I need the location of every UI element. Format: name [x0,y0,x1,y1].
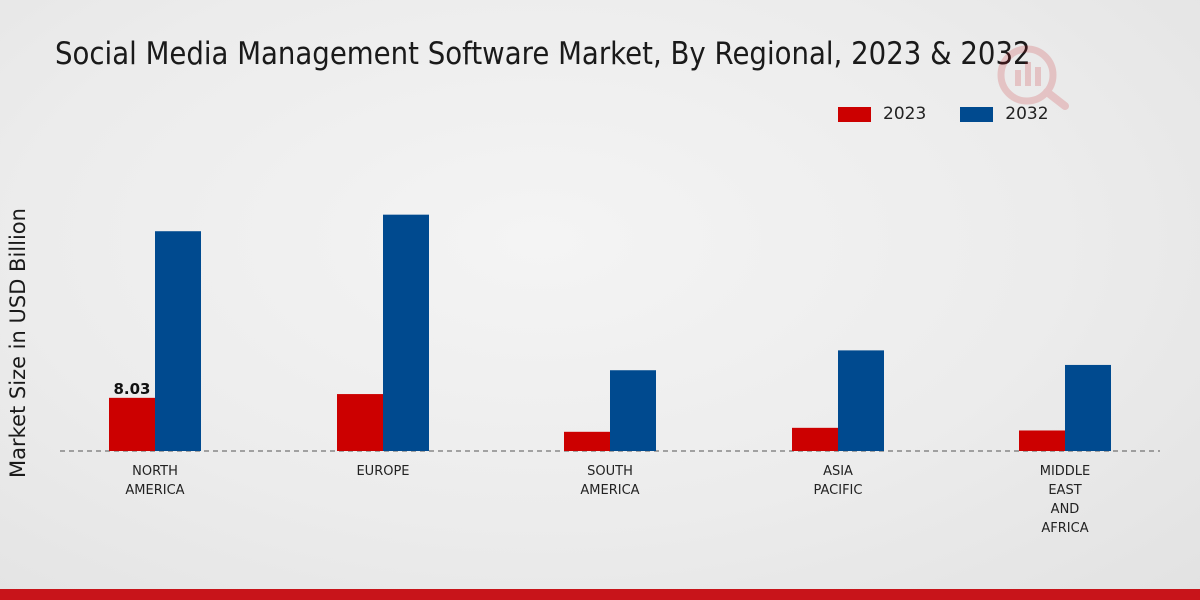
bar-2032-north-america [155,231,201,451]
legend-swatch-2023 [838,106,871,122]
bar-2023-middle-east-and-africa [1019,430,1065,451]
bar-2023-south-america [564,431,610,451]
x-tick-label-line: MIDDLE [1040,464,1091,479]
x-tick-label: EUROPE [356,464,409,479]
x-tick-label-line: PACIFIC [814,483,863,498]
bar-2023-asia-pacific [792,427,838,451]
data-label: 8.03 [113,380,150,398]
x-tick-label: NORTH AMERICA [125,464,184,498]
x-tick-label-line: EUROPE [356,464,409,479]
x-tick-label-line: NORTH [132,464,178,479]
legend-label-2023: 2023 [883,104,927,124]
chart-title: Social Media Management Software Market,… [55,36,1031,72]
x-tick-label-line: SOUTH [587,464,633,479]
watermark-logo-icon [985,40,1075,110]
bar-2023-north-america [109,397,155,451]
bar-2032-asia-pacific [838,350,884,451]
x-tick-label: ASIA PACIFIC [814,464,863,498]
x-tick-label-line: AMERICA [125,483,184,498]
chart-legend: 2023 2032 [838,104,1083,124]
x-tick-label: MIDDLE EAST AND AFRICA [1040,464,1091,536]
x-tick-label-line: EAST [1048,483,1081,498]
x-tick-label-line: ASIA [823,464,853,479]
bar-2023-europe [337,394,383,451]
bar-2032-europe [383,214,429,451]
x-tick-label-line: AFRICA [1041,521,1088,536]
legend-item-2023: 2023 [838,104,926,124]
x-tick-label: SOUTH AMERICA [580,464,639,498]
bar-2032-middle-east-and-africa [1065,364,1111,451]
legend-swatch-2032 [960,106,994,122]
bar-2032-south-america [610,370,656,451]
x-tick-label-line: AND [1051,502,1080,517]
x-tick-label-line: AMERICA [580,483,639,498]
bottom-accent-bar [0,589,1200,600]
legend-item-2032: 2032 [960,104,1049,124]
legend-label-2032: 2032 [1005,104,1049,124]
